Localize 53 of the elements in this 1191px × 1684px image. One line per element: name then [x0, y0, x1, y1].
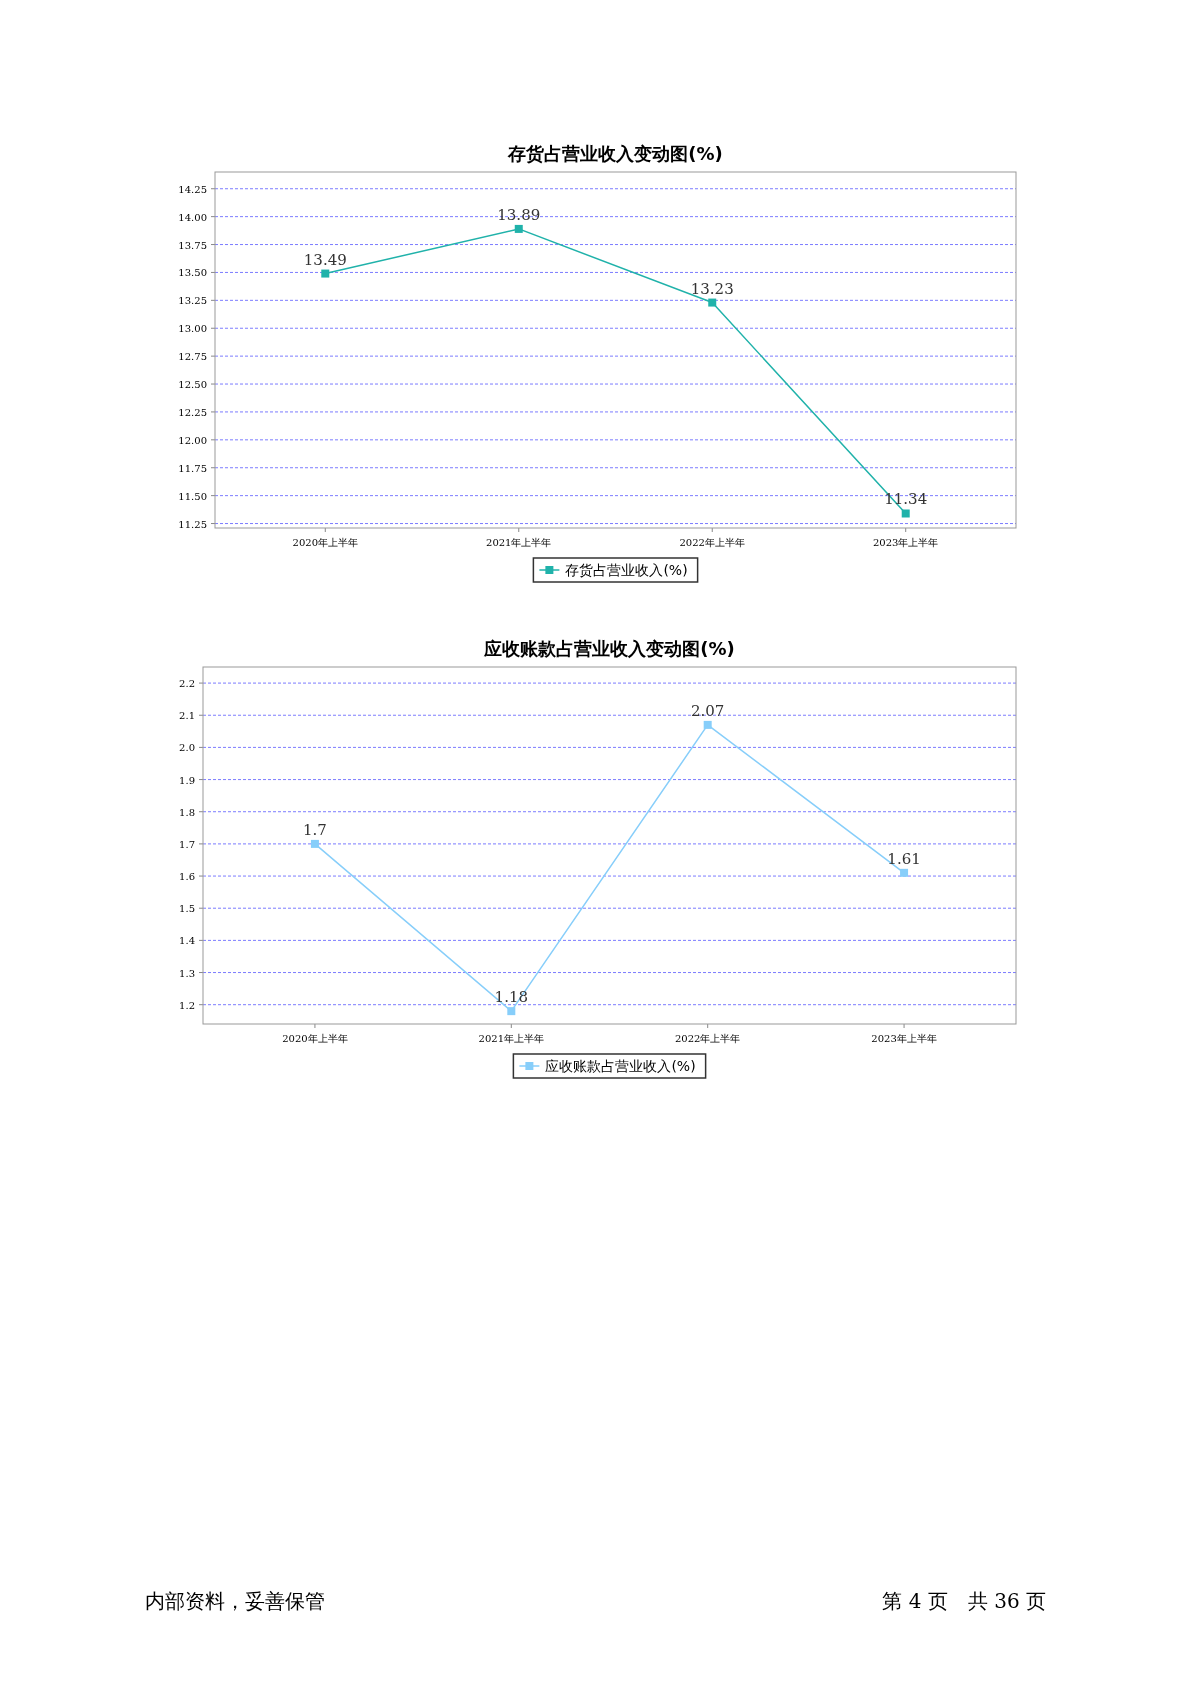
y-tick-label: 12.00 [178, 434, 207, 446]
data-label: 13.89 [497, 205, 541, 224]
x-tick-label: 2020年上半年 [282, 1033, 348, 1044]
point [321, 269, 330, 278]
y-tick-label: 13.50 [178, 267, 207, 279]
x-tick-label: 2021年上半年 [478, 1033, 545, 1044]
point [708, 298, 717, 307]
y-tick-label: 1.4 [179, 935, 195, 947]
y-tick-label: 11.50 [178, 490, 207, 502]
y-tick-label: 12.50 [178, 379, 207, 391]
y-tick-label: 1.9 [179, 774, 195, 786]
data-label: 1.18 [494, 988, 529, 1007]
y-tick-label: 1.6 [179, 871, 195, 883]
data-label: 1.61 [887, 849, 921, 868]
x-tick-label: 2020年上半年 [292, 537, 359, 548]
y-tick-label: 2.2 [179, 678, 195, 690]
y-tick-label: 13.75 [178, 239, 207, 251]
point [310, 839, 319, 848]
x-tick-label: 2023年上半年 [871, 1033, 937, 1044]
chart-title: 应收账款占营业收入变动图(%) [483, 638, 735, 659]
point [901, 509, 910, 518]
text: 第 4 页 共 36 页 [882, 1589, 1046, 1613]
y-tick-label: 13.25 [178, 295, 207, 307]
y-tick-label: 13.00 [178, 323, 207, 335]
y-tick-label: 2.0 [179, 742, 195, 754]
y-tick-label: 1.7 [179, 838, 195, 850]
y-tick-label: 2.1 [179, 710, 195, 722]
x-tick-label: 2022年上半年 [679, 537, 745, 548]
y-tick-label: 1.3 [179, 967, 195, 979]
y-tick-label: 11.75 [178, 462, 207, 474]
point [703, 720, 712, 729]
x-tick-label: 2021年上半年 [486, 537, 552, 548]
y-tick-label: 1.5 [179, 903, 195, 915]
y-tick-label: 11.25 [178, 518, 207, 530]
data-label: 13.49 [303, 250, 347, 269]
legend-label: 应收账款占营业收入(%) [545, 1058, 696, 1074]
legend-label: 存货占营业收入(%) [565, 562, 688, 578]
point [900, 868, 909, 877]
point [507, 1007, 516, 1016]
y-tick-label: 14.25 [178, 183, 207, 195]
chart-title: 存货占营业收入变动图(%) [507, 143, 723, 164]
text: 内部资料，妥善保管 [145, 1589, 325, 1613]
x-tick-label: 2023年上半年 [872, 537, 939, 548]
point [514, 224, 523, 233]
data-label: 1.7 [303, 820, 327, 839]
data-label: 2.07 [690, 701, 725, 720]
y-tick-label: 12.75 [178, 351, 207, 363]
y-tick-label: 1.2 [179, 999, 195, 1011]
y-tick-label: 12.25 [178, 406, 207, 418]
y-tick-label: 1.8 [179, 806, 195, 818]
data-label: 13.23 [690, 279, 734, 298]
x-tick-label: 2022年上半年 [674, 1033, 741, 1044]
y-tick-label: 14.00 [178, 211, 207, 223]
